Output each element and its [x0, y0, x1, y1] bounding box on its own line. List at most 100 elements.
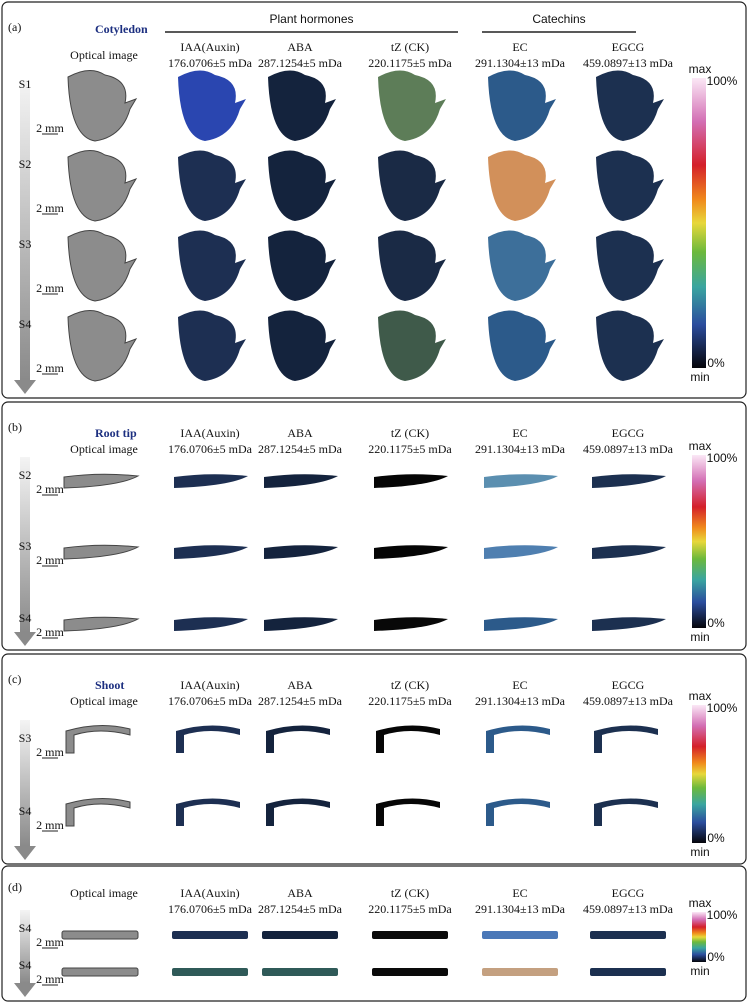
panel-frame: [1, 653, 747, 865]
stage-label: S4: [19, 958, 32, 972]
group-label: Plant hormones: [269, 12, 353, 26]
panel-frame: [1, 1, 747, 399]
tissue-image: [262, 968, 338, 976]
column-mass: 459.0897±13 mDa: [583, 694, 674, 708]
column-name: ABA: [287, 678, 313, 692]
column-name: Optical image: [70, 886, 138, 900]
column-name: Optical image: [70, 48, 138, 62]
column-mass: 220.1175±5 mDa: [368, 56, 452, 70]
panel-label: (c): [8, 672, 21, 686]
column-mass: 176.0706±5 mDa: [168, 902, 253, 916]
panel-frame: [1, 865, 747, 1002]
stage-arrow: [20, 457, 30, 632]
column-name: IAA(Auxin): [180, 40, 239, 54]
stage-label: S1: [19, 77, 32, 91]
tissue-image: [178, 150, 246, 221]
scale-bar-label: 2 mm: [36, 361, 64, 375]
tissue-image: [266, 798, 330, 826]
colorbar: [692, 705, 706, 843]
scale-bar-label: 2 mm: [36, 625, 64, 639]
column-name: Optical image: [70, 694, 138, 708]
tissue-image: [592, 474, 666, 488]
colorbar-top: max: [689, 896, 712, 910]
stage-arrow-head: [14, 983, 36, 997]
column-mass: 459.0897±13 mDa: [583, 902, 674, 916]
column-name: IAA(Auxin): [180, 678, 239, 692]
column-mass: 291.1304±13 mDa: [475, 56, 566, 70]
panel: (c) Shoot Optical image IAA(Auxin) 176.0706±…: [1, 653, 747, 865]
column-name: ABA: [287, 886, 313, 900]
scale-bar-label: 2 mm: [36, 121, 64, 135]
colorbar-top: max: [689, 62, 712, 76]
colorbar: [692, 912, 706, 962]
panel: (b) Root tip Optical image IAA(Auxin) 176.07…: [1, 401, 747, 651]
panel-title: Cotyledon: [95, 22, 148, 36]
stage-label: S2: [19, 468, 32, 482]
column-mass: 459.0897±13 mDa: [583, 442, 674, 456]
tissue-image: [174, 617, 248, 631]
tissue-image: [378, 230, 446, 301]
column-name: EC: [512, 426, 527, 440]
tissue-image: [178, 230, 246, 301]
column-name: tZ (CK): [391, 426, 429, 440]
colorbar-high: 100%: [707, 451, 738, 465]
column-name: EC: [512, 678, 527, 692]
tissue-image: [596, 230, 664, 301]
column-name: EC: [512, 40, 527, 54]
tissue-image: [174, 474, 248, 488]
tissue-image: [374, 617, 448, 631]
tissue-image: [262, 931, 338, 939]
tissue-image: [592, 545, 666, 559]
scale-bar-label: 2 mm: [36, 482, 64, 496]
panel-label: (a): [8, 20, 21, 34]
stage-label: S3: [19, 731, 32, 745]
column-name: tZ (CK): [391, 40, 429, 54]
tissue-image: [63, 616, 140, 632]
column-name: ABA: [287, 426, 313, 440]
tissue-image: [376, 725, 440, 753]
stage-label: S4: [19, 921, 32, 935]
tissue-image: [61, 967, 139, 977]
tissue-image: [594, 798, 658, 826]
tissue-image: [65, 797, 131, 827]
colorbar-top: max: [689, 439, 712, 453]
tissue-image: [63, 473, 140, 489]
column-mass: 291.1304±13 mDa: [475, 694, 566, 708]
tissue-image: [172, 931, 248, 939]
tissue-image: [486, 725, 550, 753]
tissue-image: [482, 968, 558, 976]
group-label: Catechins: [532, 12, 585, 26]
tissue-image: [67, 310, 138, 382]
colorbar-bottom: min: [690, 630, 709, 644]
tissue-image: [268, 230, 336, 301]
stage-arrow: [20, 910, 30, 983]
tissue-image: [378, 310, 446, 381]
column-name: ABA: [287, 40, 313, 54]
tissue-image: [488, 150, 556, 221]
stage-arrow-head: [14, 632, 36, 646]
tissue-image: [268, 150, 336, 221]
tissue-image: [596, 70, 664, 141]
panel-frame: [1, 401, 747, 651]
scale-bar-label: 2 mm: [36, 745, 64, 759]
column-name: Optical image: [70, 442, 138, 456]
column-mass: 287.1254±5 mDa: [258, 694, 343, 708]
tissue-image: [376, 798, 440, 826]
tissue-image: [482, 931, 558, 939]
column-name: IAA(Auxin): [180, 886, 239, 900]
tissue-image: [372, 968, 448, 976]
colorbar-low: 0%: [707, 356, 725, 370]
column-mass: 459.0897±13 mDa: [583, 56, 674, 70]
column-mass: 176.0706±5 mDa: [168, 442, 253, 456]
tissue-image: [67, 230, 138, 302]
tissue-image: [176, 798, 240, 826]
panel-label: (b): [8, 420, 22, 434]
stage-label: S4: [19, 317, 32, 331]
scale-bar-label: 2 mm: [36, 818, 64, 832]
scale-bar-label: 2 mm: [36, 281, 64, 295]
colorbar-top: max: [689, 689, 712, 703]
tissue-image: [488, 70, 556, 141]
tissue-image: [172, 968, 248, 976]
tissue-image: [67, 70, 138, 142]
colorbar-bottom: min: [690, 370, 709, 384]
